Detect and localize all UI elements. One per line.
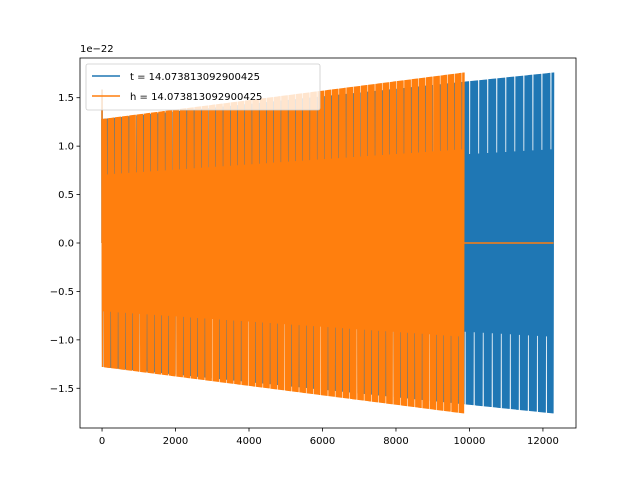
y-tick-label: 1.5 [58,93,74,104]
x-tick-label: 4000 [236,436,261,447]
x-tick-label: 8000 [383,436,408,447]
y-tick-label: 1.0 [58,142,74,153]
x-tick-label: 2000 [163,436,188,447]
y-offset-label: 1e−22 [80,44,114,55]
y-axis: −1.5 −1.0 −0.5 0.0 0.5 1.0 1.5 [50,93,80,395]
legend-label: h = 14.073813092900425 [130,92,262,103]
legend-label: t = 14.073813092900425 [130,72,260,83]
y-tick-label: −0.5 [50,287,74,298]
y-tick-label: −1.5 [50,384,74,395]
legend: t = 14.073813092900425 h = 14.07381309290… [85,63,321,111]
y-tick-label: 0.5 [58,190,74,201]
x-tick-label: 0 [99,436,105,447]
x-tick-label: 12000 [527,436,559,447]
y-tick-label: −1.0 [50,335,74,346]
x-tick-label: 10000 [454,436,486,447]
y-tick-label: 0.0 [58,239,74,250]
x-tick-label: 6000 [310,436,335,447]
plot-area [101,72,555,414]
x-axis: 0 2000 4000 6000 8000 10000 12000 [99,428,559,447]
series-line [101,72,465,414]
legend-box [85,63,321,111]
series-layer [101,72,555,414]
